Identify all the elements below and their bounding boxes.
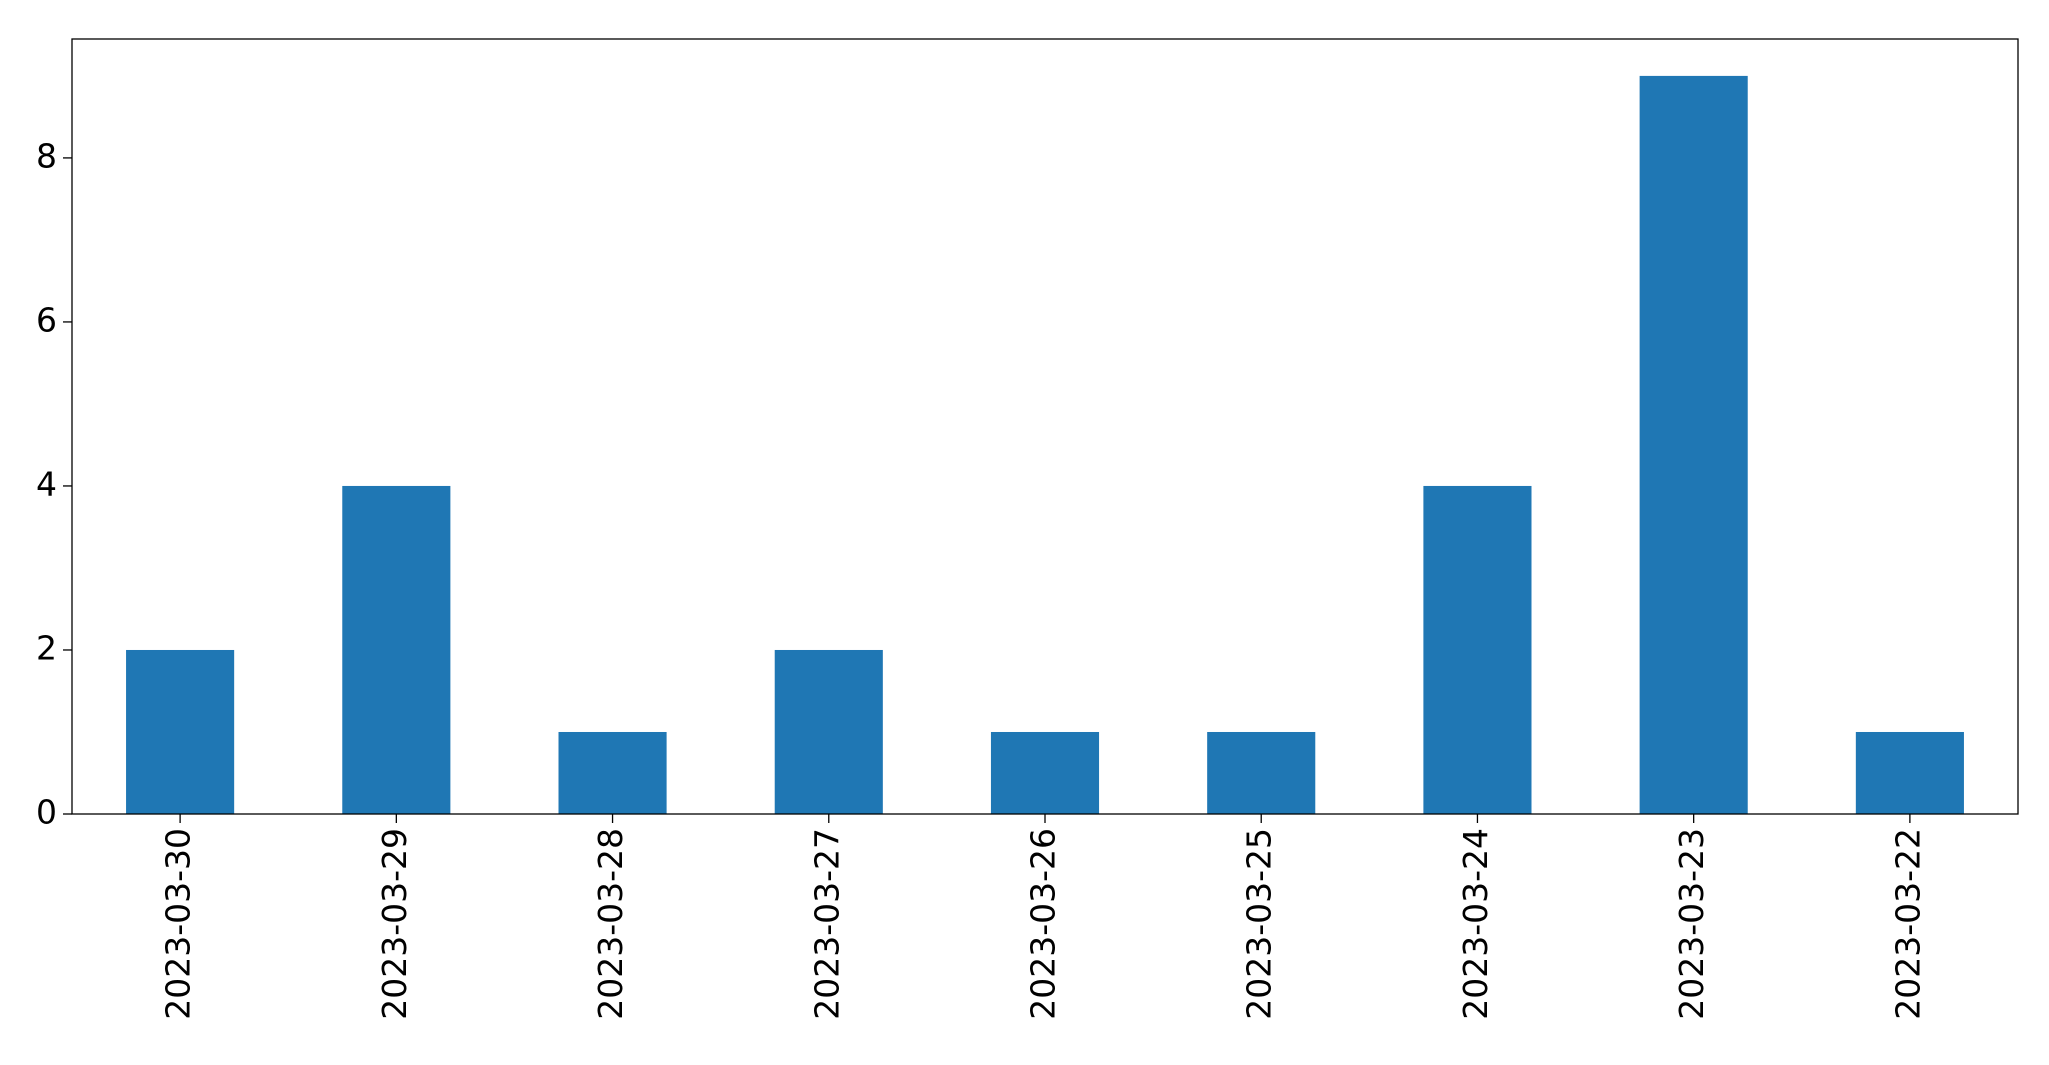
x-tick-label: 2023-03-25 (1240, 828, 1279, 1020)
bar (1423, 485, 1532, 814)
y-tick-label: 0 (36, 793, 57, 832)
x-tick-label: 2023-03-23 (1672, 828, 1711, 1020)
x-tick-label: 2023-03-24 (1456, 828, 1495, 1020)
bar (126, 649, 235, 814)
x-tick-label: 2023-03-26 (1024, 828, 1063, 1020)
x-tick-label: 2023-03-30 (159, 828, 198, 1020)
x-tick-label: 2023-03-29 (375, 828, 414, 1020)
y-tick-label: 2 (36, 628, 57, 667)
x-tick-label: 2023-03-27 (807, 828, 846, 1020)
bar (1855, 731, 1964, 814)
y-tick-label: 4 (36, 464, 57, 503)
plot-frame (71, 38, 2019, 815)
x-tick-label: 2023-03-28 (591, 828, 630, 1020)
x-tick-label: 2023-03-22 (1888, 828, 1927, 1020)
bar (990, 731, 1100, 814)
bar (342, 485, 451, 814)
bar (1639, 75, 1748, 814)
y-tick-label: 8 (36, 136, 57, 175)
bar (774, 649, 883, 814)
bar (1207, 731, 1316, 814)
bar (558, 731, 667, 814)
y-tick-label: 6 (36, 300, 57, 339)
